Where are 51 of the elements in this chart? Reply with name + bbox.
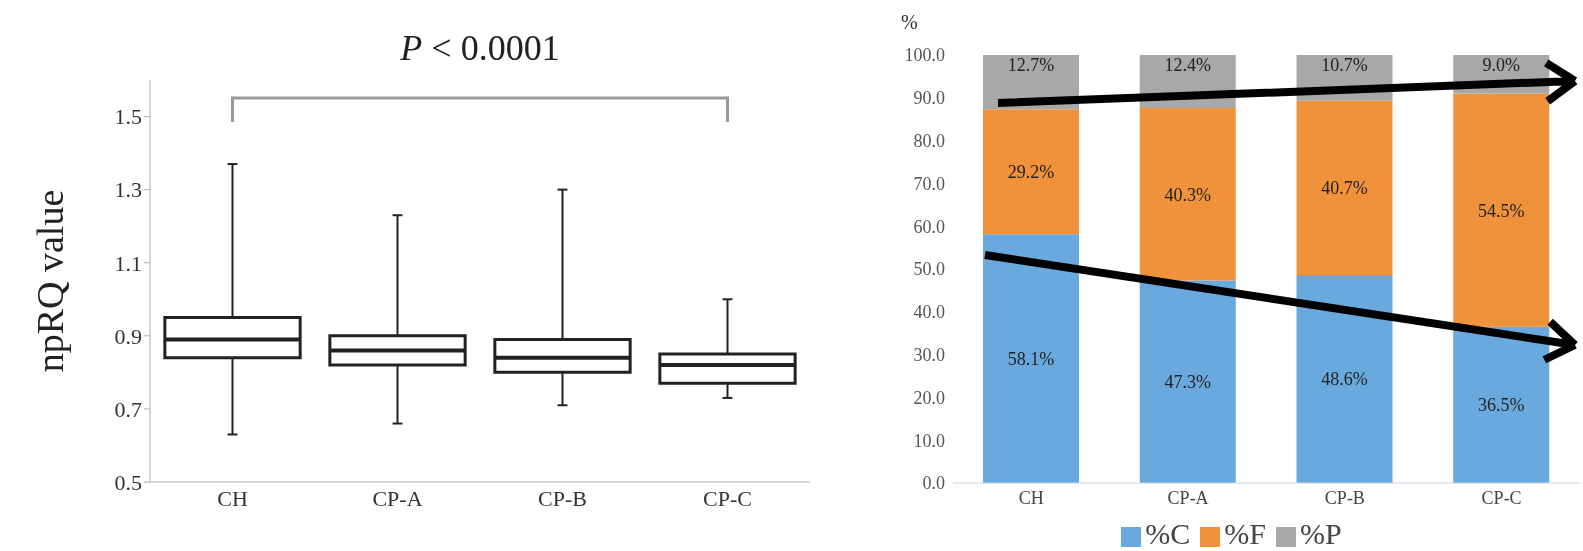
y-tick-label: 1.3 (114, 177, 142, 203)
bar (1453, 326, 1550, 483)
x-tick-label: CP-C (703, 485, 752, 511)
data-label: 58.1% (1007, 349, 1055, 370)
bar (1139, 280, 1236, 483)
y-tick-label: 10.0 (913, 430, 945, 451)
y-tick-label: 0.9 (114, 323, 142, 349)
bar (983, 234, 1079, 483)
x-tick-label: CH (217, 485, 248, 511)
data-label: 40.3% (1164, 184, 1211, 205)
bar (1296, 100, 1393, 275)
data-label: 40.7% (1321, 178, 1368, 199)
bar (1296, 274, 1393, 483)
data-label: 47.3% (1164, 372, 1211, 393)
x-tick-label: CP-A (1167, 487, 1209, 508)
y-tick-label: 100.0 (904, 45, 945, 66)
data-label: 48.6% (1321, 369, 1368, 390)
y-tick-label: 0.7 (114, 396, 142, 422)
data-label: 12.4% (1164, 54, 1211, 75)
x-tick-label: CP-B (538, 485, 587, 511)
y-tick-label: 0.0 (922, 473, 945, 494)
data-label: 36.5% (1478, 395, 1525, 416)
data-label: 10.7% (1321, 54, 1368, 75)
y-axis-title: npRQ value (29, 189, 72, 373)
x-tick-label: CH (1018, 487, 1044, 508)
legend-label: %C (1145, 517, 1191, 550)
y-tick-label: 1.5 (114, 104, 142, 130)
legend-label: %F (1224, 517, 1266, 550)
data-label: 54.5% (1478, 200, 1525, 221)
data-label: 9.0% (1482, 54, 1520, 75)
text: P < 0.0001 (399, 28, 560, 68)
bar (1453, 93, 1550, 327)
y-tick-label: 80.0 (913, 130, 945, 151)
y-tick-label: 20.0 (913, 387, 945, 408)
y-tick-label: 90.0 (913, 88, 945, 109)
y-tick-label: 40.0 (913, 302, 945, 323)
y-tick-label: 70.0 (913, 173, 945, 194)
data-label: 29.2% (1007, 162, 1055, 183)
data-label: 12.7% (1007, 54, 1055, 75)
y-tick-label: 0.5 (114, 469, 142, 495)
legend-label: %P (1300, 517, 1342, 550)
y-axis-title: % (901, 11, 918, 33)
x-tick-label: CP-A (372, 485, 423, 511)
y-tick-label: 30.0 (913, 344, 945, 365)
x-tick-label: CP-C (1481, 487, 1522, 508)
x-tick-label: CP-B (1324, 487, 1365, 508)
y-tick-label: 1.1 (114, 250, 142, 276)
y-tick-label: 60.0 (913, 216, 945, 237)
y-tick-label: 50.0 (913, 259, 945, 280)
bar (1139, 108, 1236, 281)
bar (983, 109, 1079, 235)
